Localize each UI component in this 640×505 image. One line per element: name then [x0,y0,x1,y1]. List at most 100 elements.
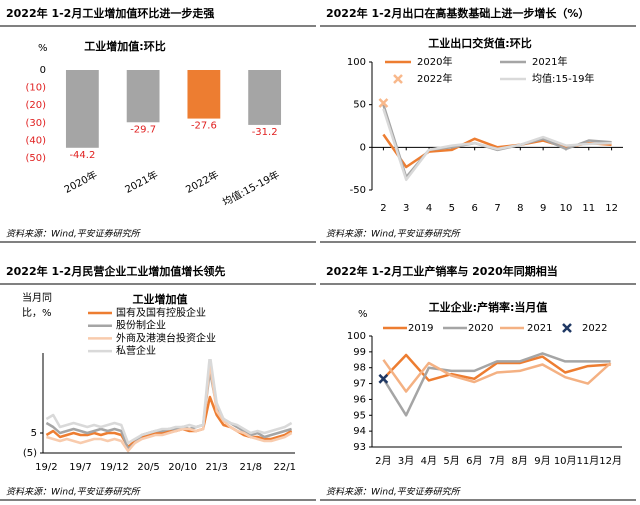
line-series [45,353,293,445]
y-tick-label: (10) [25,83,46,94]
x-tick-label: 2020年 [62,168,99,196]
source-note: 资料来源：Wind,平安证券研究所 [6,229,142,240]
y-tick-label: 93 [353,442,366,453]
value-label: -29.7 [130,124,156,135]
x-tick-label: 2 [380,203,386,214]
x-tick-label: 10月 [554,455,577,467]
y-tick-label: 97 [353,379,366,390]
value-label: -44.2 [69,150,95,161]
x-tick-label: 7月 [489,455,505,467]
panel-title: 2022年 1-2月民营企业工业增加值增长领先 [6,264,225,278]
line-series [382,352,611,417]
legend-label: 均值:15-19年 [532,72,594,85]
x-tick-label: 6 [471,203,477,214]
x-tick-label: 7 [494,203,500,214]
marker [378,98,389,108]
line-series [382,359,612,393]
y-tick-label: 100 [347,331,366,342]
bar [126,70,160,123]
x-tick-label: 19/7 [69,462,91,473]
legend-label: 2022 [582,323,607,334]
subtitle: 工业企业:产销率:当月值 [429,300,548,314]
y-tick-label: (20) [25,100,46,111]
x-tick-label: 2021年 [123,168,160,196]
bar [65,70,99,148]
line-series [46,361,293,453]
y-tick-label: 0 [360,142,366,153]
panel-title: 2022年 1-2月工业产销率与 2020年同期相当 [326,264,558,278]
x-tick-label: 20/10 [168,462,197,473]
value-label: -31.2 [252,127,278,138]
x-tick-label: 5 [449,203,455,214]
subtitle: 工业出口交货值:环比 [428,36,531,50]
x-tick-label: 8月 [512,455,528,467]
y-tick-label: 99 [353,347,366,358]
legend-label: 2020 [468,323,493,334]
legend-label: 2020年 [417,55,452,68]
bar [187,70,221,119]
line-series [382,108,612,182]
y-tick-label: (40) [25,135,46,146]
chart-panel: 2022年 1-2月民营企业工业增加值增长领先资料来源：Wind,平安证券研究所… [0,264,316,501]
x-tick-label: 9 [540,203,546,214]
x-tick-label: 20/5 [137,462,159,473]
legend-label: 外商及港澳台投资企业 [116,331,216,344]
source-note: 资料来源：Wind,平安证券研究所 [326,487,462,498]
legend-label: 2021年 [532,55,567,68]
x-tick-label: 6月 [466,455,482,467]
x-tick-label: 3 [403,203,409,214]
x-tick-label: 均值:15-19年 [220,168,281,209]
x-tick-label: 4 [426,203,432,214]
legend-swatch [562,323,572,333]
subtitle: 工业增加值:环比 [84,39,165,53]
marker [378,373,389,384]
x-tick-label: 11月 [577,455,600,467]
x-tick-label: 2022年 [183,168,220,196]
source-note: 资料来源：Wind,平安证券研究所 [326,229,462,240]
y-axis-label: 比，% [22,307,52,319]
x-tick-label: 5月 [443,455,459,467]
x-tick-label: 9月 [534,455,550,467]
chart-panel: 2022年 1-2月出口在高基数基础上进一步增长（%） 资料来源：Wind,平安证… [320,6,636,243]
y-tick-label: -50 [350,185,366,196]
chart-panel: 2022年 1-2月工业产销率与 2020年同期相当资料来源：Wind,平安证券… [320,264,636,501]
legend-label: 2022年 [417,72,452,85]
subtitle: 工业增加值 [133,292,188,306]
y-tick-label: 50 [353,100,366,111]
legend-swatch [393,74,403,84]
bar [248,70,282,125]
y-tick-label: (50) [25,153,46,164]
x-tick-label: 19/12 [100,462,129,473]
x-tick-label: 8 [517,203,523,214]
x-tick-label: 11 [582,203,595,214]
y-axis-label: % [38,43,48,54]
legend-label: 私营企业 [116,344,156,357]
x-tick-label: 3月 [398,455,414,467]
y-tick-label: 0 [40,65,46,76]
panel-title: 2022年 1-2月出口在高基数基础上进一步增长（%） [326,6,589,20]
legend-label: 国有及国有控股企业 [116,306,206,319]
x-tick-label: 2月 [375,455,391,467]
source-note: 资料来源：Wind,平安证券研究所 [6,487,142,498]
x-tick-label: 4月 [421,455,437,467]
x-tick-label: 12月 [599,455,622,467]
y-tick-label: 96 [353,394,366,405]
x-tick-label: 10 [560,203,573,214]
y-tick-label: 98 [353,363,366,374]
y-tick-label: 100 [347,57,366,68]
x-tick-label: 19/2 [35,462,57,473]
y-axis-label: % [358,309,368,320]
y-axis-label: 当月同 [22,291,52,304]
x-tick-label: 12 [605,203,618,214]
y-tick-label: 95 [353,410,366,421]
legend-label: 2021 [527,323,552,334]
value-label: -27.6 [191,121,217,132]
panel-title: 2022年 1-2月工业增加值环比进一步走强 [6,6,214,20]
y-tick-label: (5) [23,448,37,459]
x-tick-label: 22/1 [274,462,296,473]
y-tick-label: 94 [353,426,366,437]
y-tick-label: (30) [25,118,46,129]
legend-label: 股份制企业 [116,319,166,332]
